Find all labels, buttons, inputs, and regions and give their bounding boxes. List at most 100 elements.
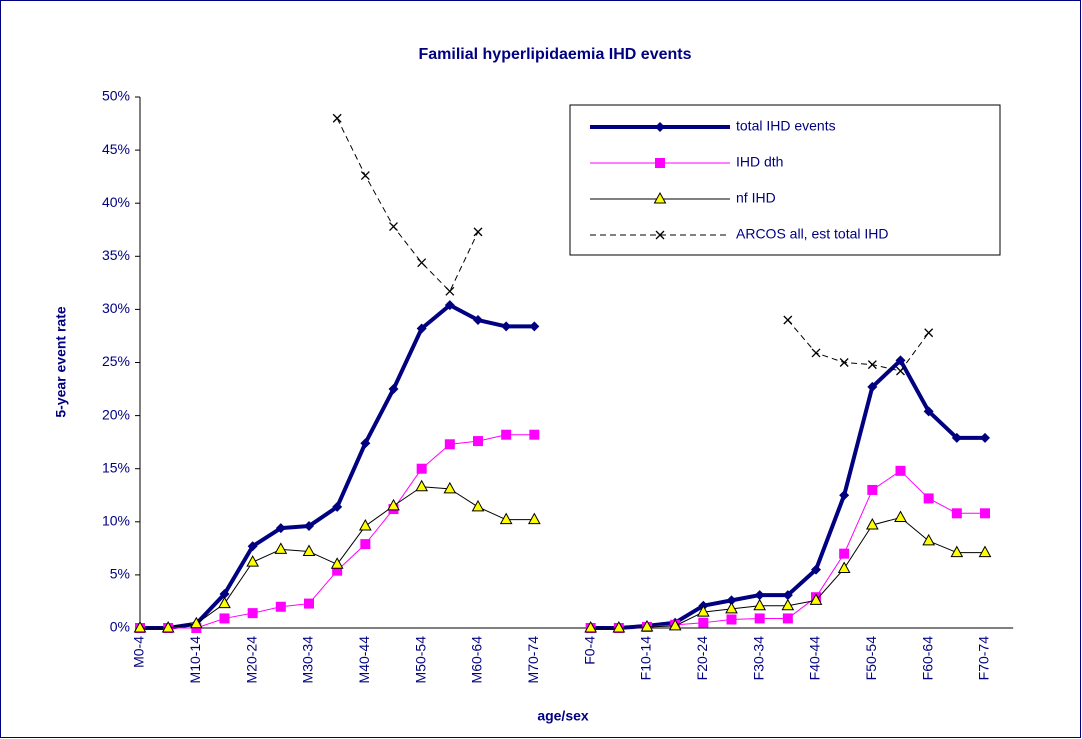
marker bbox=[501, 429, 512, 440]
y-tick-label: 30% bbox=[102, 300, 130, 316]
marker bbox=[584, 620, 598, 633]
marker bbox=[473, 315, 483, 326]
marker bbox=[133, 620, 147, 633]
series-line bbox=[336, 118, 930, 372]
marker bbox=[247, 541, 258, 552]
marker bbox=[471, 499, 485, 512]
x-tick-label: M70-74 bbox=[525, 636, 541, 684]
legend-label: IHD dth bbox=[736, 154, 783, 170]
marker bbox=[332, 565, 343, 576]
x-tick-label: F10-14 bbox=[638, 636, 654, 681]
chart-title: Familial hyperlipidaemia IHD events bbox=[419, 46, 692, 63]
marker bbox=[951, 508, 962, 519]
marker bbox=[416, 323, 427, 334]
marker bbox=[923, 406, 934, 417]
marker bbox=[473, 436, 483, 447]
marker bbox=[698, 617, 709, 628]
marker bbox=[811, 348, 821, 358]
x-tick-label: M0-4 bbox=[131, 636, 147, 668]
x-tick-label: F20-24 bbox=[694, 636, 710, 681]
marker bbox=[726, 614, 737, 625]
marker bbox=[653, 191, 667, 204]
marker bbox=[951, 432, 962, 443]
marker bbox=[246, 555, 260, 567]
marker bbox=[274, 542, 288, 554]
marker bbox=[275, 601, 286, 612]
marker bbox=[839, 358, 849, 367]
marker bbox=[894, 510, 907, 523]
marker bbox=[655, 122, 665, 132]
marker bbox=[865, 517, 879, 530]
x-tick-label: M60-64 bbox=[469, 636, 485, 684]
marker bbox=[332, 113, 342, 123]
legend-label: ARCOS all, est total IHD bbox=[736, 226, 889, 242]
marker bbox=[668, 618, 682, 631]
marker bbox=[219, 589, 230, 600]
x-axis-label: age/sex bbox=[537, 708, 589, 724]
x-tick-label: F0-4 bbox=[581, 636, 597, 665]
marker bbox=[360, 171, 370, 181]
marker bbox=[867, 360, 877, 370]
y-tick-label: 45% bbox=[102, 141, 130, 157]
marker bbox=[839, 548, 850, 559]
marker bbox=[275, 523, 286, 534]
marker bbox=[219, 613, 230, 624]
marker bbox=[895, 465, 906, 476]
marker bbox=[839, 490, 850, 501]
marker bbox=[782, 590, 793, 601]
marker bbox=[754, 613, 765, 624]
marker bbox=[529, 429, 540, 440]
marker bbox=[330, 557, 344, 569]
y-axis-label: 5-year event rate bbox=[53, 306, 69, 418]
marker bbox=[867, 381, 878, 392]
marker bbox=[811, 564, 821, 575]
marker bbox=[922, 533, 936, 546]
marker bbox=[527, 512, 541, 525]
marker bbox=[445, 286, 455, 296]
marker bbox=[360, 539, 371, 550]
marker bbox=[612, 620, 626, 633]
marker bbox=[499, 512, 513, 525]
x-tick-label: F40-44 bbox=[807, 636, 823, 681]
marker bbox=[302, 544, 316, 557]
marker bbox=[950, 545, 964, 558]
marker bbox=[696, 605, 710, 617]
y-tick-label: 50% bbox=[102, 88, 130, 104]
marker bbox=[895, 355, 906, 366]
x-tick-label: M40-44 bbox=[356, 636, 372, 684]
marker bbox=[655, 230, 665, 240]
marker bbox=[980, 432, 990, 443]
y-tick-label: 0% bbox=[110, 619, 130, 635]
y-tick-label: 5% bbox=[110, 566, 130, 582]
x-tick-label: M30-34 bbox=[300, 636, 316, 684]
marker bbox=[304, 598, 314, 609]
marker bbox=[753, 598, 767, 611]
x-tick-label: F30-34 bbox=[750, 636, 766, 681]
y-tick-label: 40% bbox=[102, 194, 130, 210]
marker bbox=[754, 590, 765, 601]
marker bbox=[837, 561, 851, 574]
marker bbox=[443, 481, 457, 494]
marker bbox=[444, 439, 455, 450]
x-tick-label: M10-14 bbox=[187, 636, 203, 684]
marker bbox=[387, 498, 400, 511]
marker bbox=[529, 321, 540, 332]
legend-box bbox=[569, 104, 1001, 256]
legend-label: nf IHD bbox=[736, 190, 776, 206]
marker bbox=[332, 501, 343, 512]
marker bbox=[473, 227, 483, 237]
marker bbox=[247, 608, 258, 619]
y-tick-label: 35% bbox=[102, 247, 130, 263]
x-tick-label: M50-54 bbox=[412, 636, 428, 684]
marker bbox=[304, 521, 314, 532]
marker bbox=[781, 598, 795, 611]
y-tick-label: 10% bbox=[102, 513, 130, 529]
y-tick-label: 15% bbox=[102, 459, 130, 475]
legend-label: total IHD events bbox=[736, 118, 836, 134]
marker bbox=[416, 463, 427, 474]
marker bbox=[444, 300, 455, 311]
marker bbox=[417, 258, 427, 268]
marker bbox=[161, 620, 175, 633]
x-tick-label: F50-54 bbox=[863, 636, 879, 681]
